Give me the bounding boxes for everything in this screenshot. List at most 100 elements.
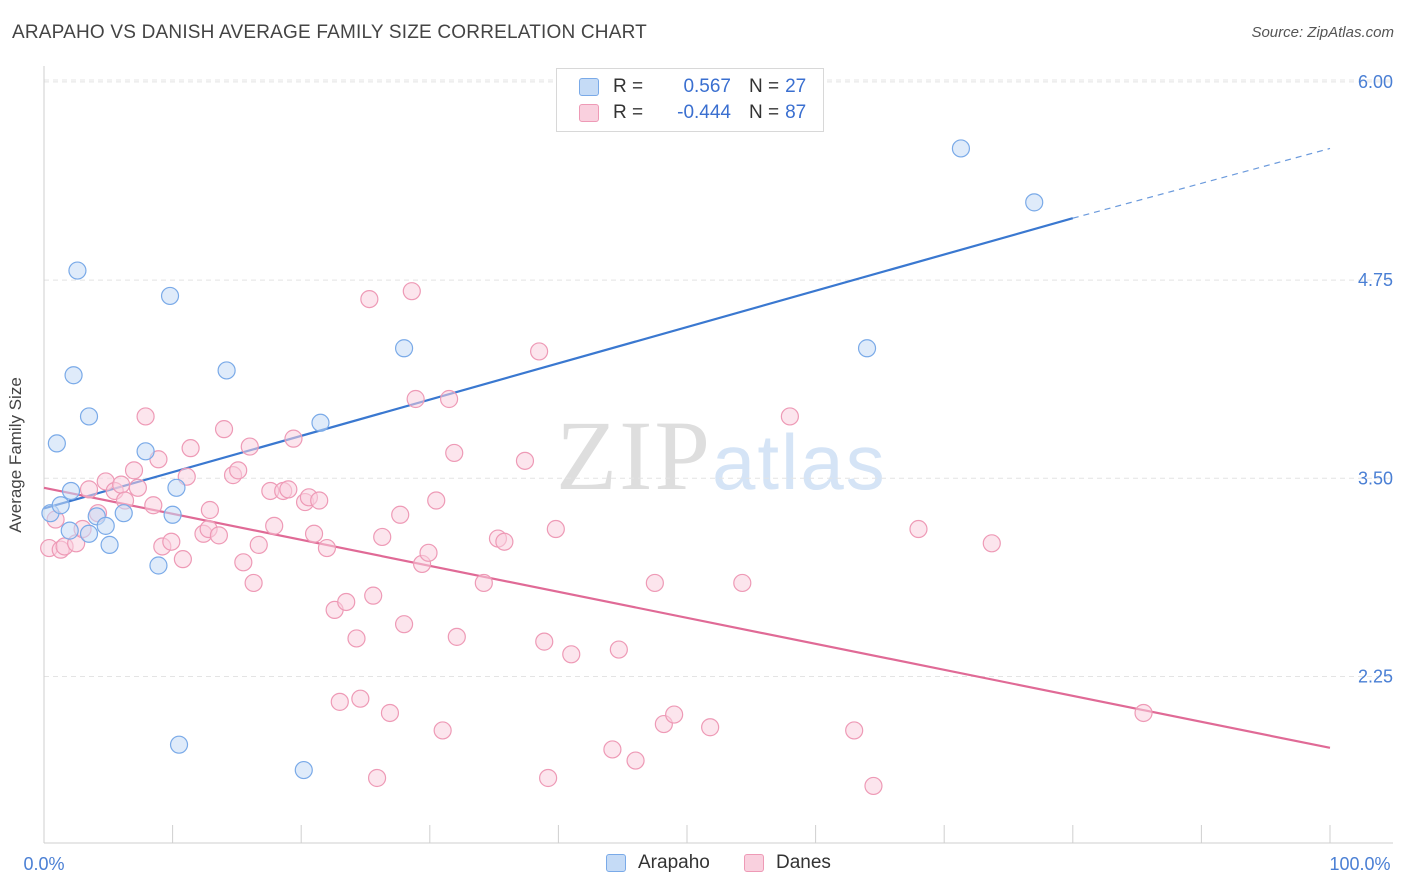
data-point-danes <box>495 532 514 551</box>
data-point-arapaho <box>64 366 83 385</box>
data-point-danes <box>864 776 883 796</box>
data-point-danes <box>249 535 268 554</box>
data-point-arapaho <box>857 339 877 358</box>
trend-lines <box>43 147 1331 749</box>
data-points <box>40 139 1153 796</box>
data-point-danes <box>701 718 720 737</box>
data-point-danes <box>144 496 163 515</box>
data-point-danes <box>240 437 259 456</box>
data-point-danes <box>214 420 234 439</box>
data-point-danes <box>304 524 324 543</box>
data-point-danes <box>373 527 392 547</box>
data-point-danes <box>229 461 248 480</box>
y-tick-label: 3.50 <box>1358 468 1393 488</box>
data-point-danes <box>284 429 303 448</box>
data-point-danes <box>780 407 799 426</box>
data-point-danes <box>909 519 928 539</box>
legend-r-value: -0.444 <box>677 102 731 123</box>
data-point-danes <box>530 342 549 361</box>
data-point-danes <box>181 439 200 458</box>
data-point-danes <box>733 573 752 593</box>
data-point-danes <box>982 534 1001 553</box>
data-point-danes <box>337 592 356 612</box>
data-point-danes <box>347 629 366 648</box>
data-point-arapaho <box>167 478 186 497</box>
data-point-arapaho <box>47 434 66 453</box>
x-tick-label-start: 0.0% <box>23 854 64 874</box>
data-point-arapaho <box>169 735 189 754</box>
data-point-danes <box>535 632 554 651</box>
data-point-danes <box>546 519 565 539</box>
data-point-danes <box>845 721 864 740</box>
data-point-danes <box>427 491 446 510</box>
trend-line-arapaho <box>43 217 1074 510</box>
legend-r-label: R = <box>613 76 644 97</box>
data-point-arapaho <box>394 339 414 358</box>
legend-n-label: N = <box>749 102 780 123</box>
data-point-arapaho <box>160 286 180 306</box>
data-point-danes <box>112 475 131 494</box>
data-point-danes <box>665 705 684 724</box>
data-point-arapaho <box>951 139 971 158</box>
legend-row-danes: R = -0.444 N = 87 <box>579 100 806 126</box>
data-point-arapaho <box>68 261 87 280</box>
data-point-arapaho <box>217 361 236 380</box>
bottom-legend-swatch-danes <box>744 854 764 872</box>
data-point-danes <box>603 740 622 759</box>
bottom-legend-arapaho: Arapaho <box>606 852 710 874</box>
data-point-arapaho <box>311 413 330 432</box>
legend-r-value: 0.567 <box>683 76 731 97</box>
data-point-arapaho <box>60 521 79 540</box>
data-point-danes <box>173 550 192 569</box>
data-point-danes <box>265 516 284 535</box>
watermark-zip: ZIP <box>556 400 712 511</box>
data-point-arapaho <box>149 556 168 575</box>
legend-r-label: R = <box>613 102 644 123</box>
data-point-danes <box>562 645 581 664</box>
legend-n-value: 87 <box>785 102 807 123</box>
data-point-danes <box>626 751 645 770</box>
legend-swatch-danes <box>579 104 599 122</box>
data-point-arapaho <box>79 407 99 426</box>
data-point-arapaho <box>136 442 155 461</box>
data-point-danes <box>317 538 337 558</box>
data-point-danes <box>1134 703 1153 723</box>
data-point-danes <box>279 480 298 499</box>
data-point-danes <box>310 491 329 510</box>
data-point-danes <box>645 573 664 593</box>
data-point-danes <box>367 768 387 788</box>
x-tick-label-end: 100.0% <box>1329 854 1390 874</box>
legend-swatch-arapaho <box>579 78 599 96</box>
data-point-danes <box>439 389 459 409</box>
data-point-danes <box>380 703 400 723</box>
watermark: ZIPatlas <box>556 398 887 513</box>
chart-title: ARAPAHO VS DANISH AVERAGE FAMILY SIZE CO… <box>12 22 647 43</box>
trend-line-danes <box>43 486 1331 749</box>
data-point-danes <box>79 480 99 499</box>
data-point-danes <box>515 451 535 470</box>
data-point-danes <box>391 505 410 524</box>
data-point-danes <box>474 573 493 593</box>
data-point-danes <box>162 532 181 551</box>
data-point-arapaho <box>114 504 133 523</box>
chart-source: Source: ZipAtlas.com <box>1251 24 1394 41</box>
data-point-danes <box>447 627 466 646</box>
data-point-danes <box>539 768 558 788</box>
data-point-danes <box>128 478 147 497</box>
correlation-legend: R = 0.567 N = 27 R = -0.444 N = 87 <box>556 68 824 132</box>
data-point-danes <box>234 553 253 572</box>
trend-line-extension-arapaho <box>1072 147 1331 219</box>
tick-labels: 6.00 4.75 3.50 2.25 0.0% 100.0% <box>23 72 1393 874</box>
data-point-danes <box>364 586 383 605</box>
data-point-arapaho <box>294 760 313 780</box>
y-tick-label: 6.00 <box>1358 72 1393 92</box>
data-point-danes <box>244 573 263 593</box>
y-tick-label: 2.25 <box>1358 667 1393 687</box>
bottom-legend-label-danes: Danes <box>776 852 831 873</box>
data-point-danes <box>433 721 452 740</box>
data-point-danes <box>402 282 421 301</box>
data-point-danes <box>351 689 370 708</box>
data-point-danes <box>330 692 349 711</box>
y-tick-label: 4.75 <box>1358 270 1393 290</box>
